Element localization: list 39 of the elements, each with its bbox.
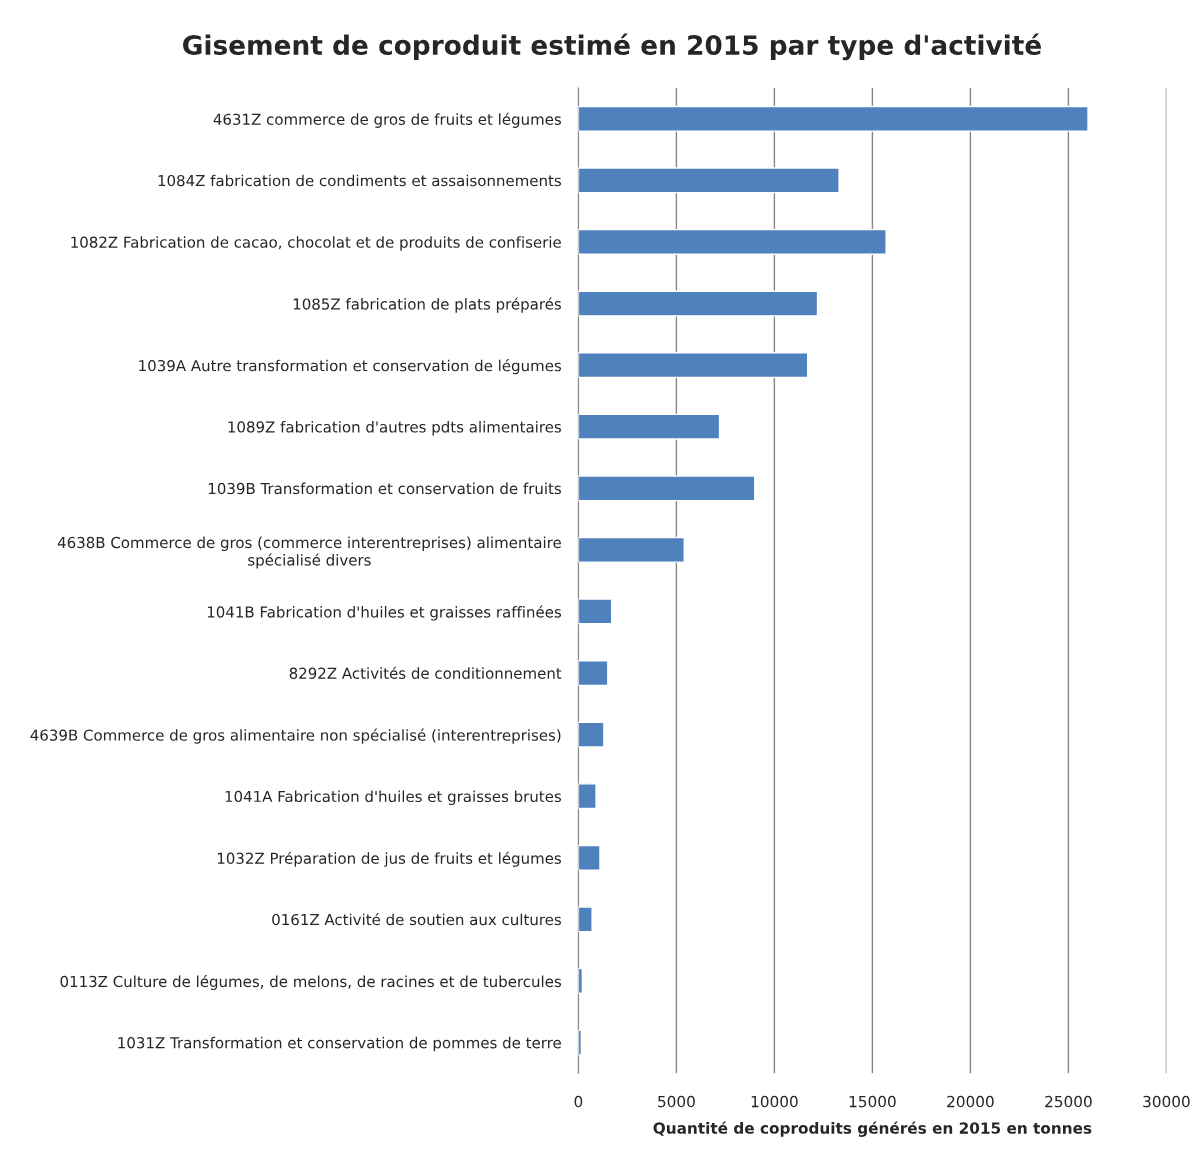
x-tick-label: 20000	[947, 1095, 994, 1108]
bar	[578, 906, 593, 933]
y-tick-label: 0161Z Activité de soutien aux cultures	[272, 913, 562, 926]
bar	[578, 290, 819, 317]
y-tick-label: 4638B Commerce de gros (commerce interentreprises) alimentaire spécialisé divers	[57, 536, 561, 569]
bar	[578, 598, 613, 625]
bar	[578, 352, 809, 379]
y-tick-label: 8292Z Activités de conditionnement	[289, 666, 562, 679]
bar	[578, 475, 756, 502]
x-tick-label: 30000	[1143, 1095, 1190, 1108]
y-tick-label: 1031Z Transformation et conservation de pommes de terre	[118, 1036, 561, 1052]
x-axis-title: Quantité de coproduits générés en 2015 en tonnes	[653, 1121, 1092, 1137]
x-tick-label: 5000	[658, 1095, 695, 1108]
bar	[578, 228, 887, 255]
y-tick-label: 1032Z Préparation de jus de fruits et légumes	[217, 851, 562, 867]
x-tick-label: 0	[574, 1095, 583, 1108]
bar	[578, 721, 605, 748]
y-tick-label: 1085Z fabrication de plats préparés	[293, 297, 561, 313]
y-tick-label: 1041B Fabrication d'huiles et graisses raffinées	[207, 605, 562, 621]
bar	[578, 105, 1089, 132]
x-tick-label: 10000	[751, 1095, 798, 1108]
y-tick-label: 1041A Fabrication d'huiles et graisses brutes	[225, 790, 562, 805]
bar	[578, 659, 609, 687]
y-tick-label: 1082Z Fabrication de cacao, chocolat et de produits de confiserie	[71, 236, 561, 251]
y-tick-label: 1039A Autre transformation et conservation de légumes	[139, 359, 562, 375]
chart-title: Gisement de coproduit estimé en 2015 par type d'activité	[183, 33, 1041, 61]
y-tick-label: 0113Z Culture de légumes, de melons, de racines et de tubercules	[60, 974, 561, 991]
y-tick-label: 4639B Commerce de gros alimentaire non spécialisé (interentreprises)	[30, 728, 561, 744]
y-tick-label: 1039B Transformation et conservation de fruits	[208, 482, 562, 495]
x-tick-label: 25000	[1045, 1095, 1092, 1108]
y-tick-label: 1084Z fabrication de condiments et assaisonnements	[158, 174, 562, 187]
bar	[578, 844, 601, 871]
bar	[578, 783, 597, 810]
bar	[578, 536, 685, 563]
y-tick-label: 4631Z commerce de gros de fruits et légumes	[213, 112, 561, 128]
x-tick-label: 15000	[849, 1095, 896, 1108]
bar	[578, 413, 721, 440]
bar	[578, 167, 840, 194]
y-tick-label: 1089Z fabrication d'autres pdts alimentaires	[228, 420, 562, 436]
